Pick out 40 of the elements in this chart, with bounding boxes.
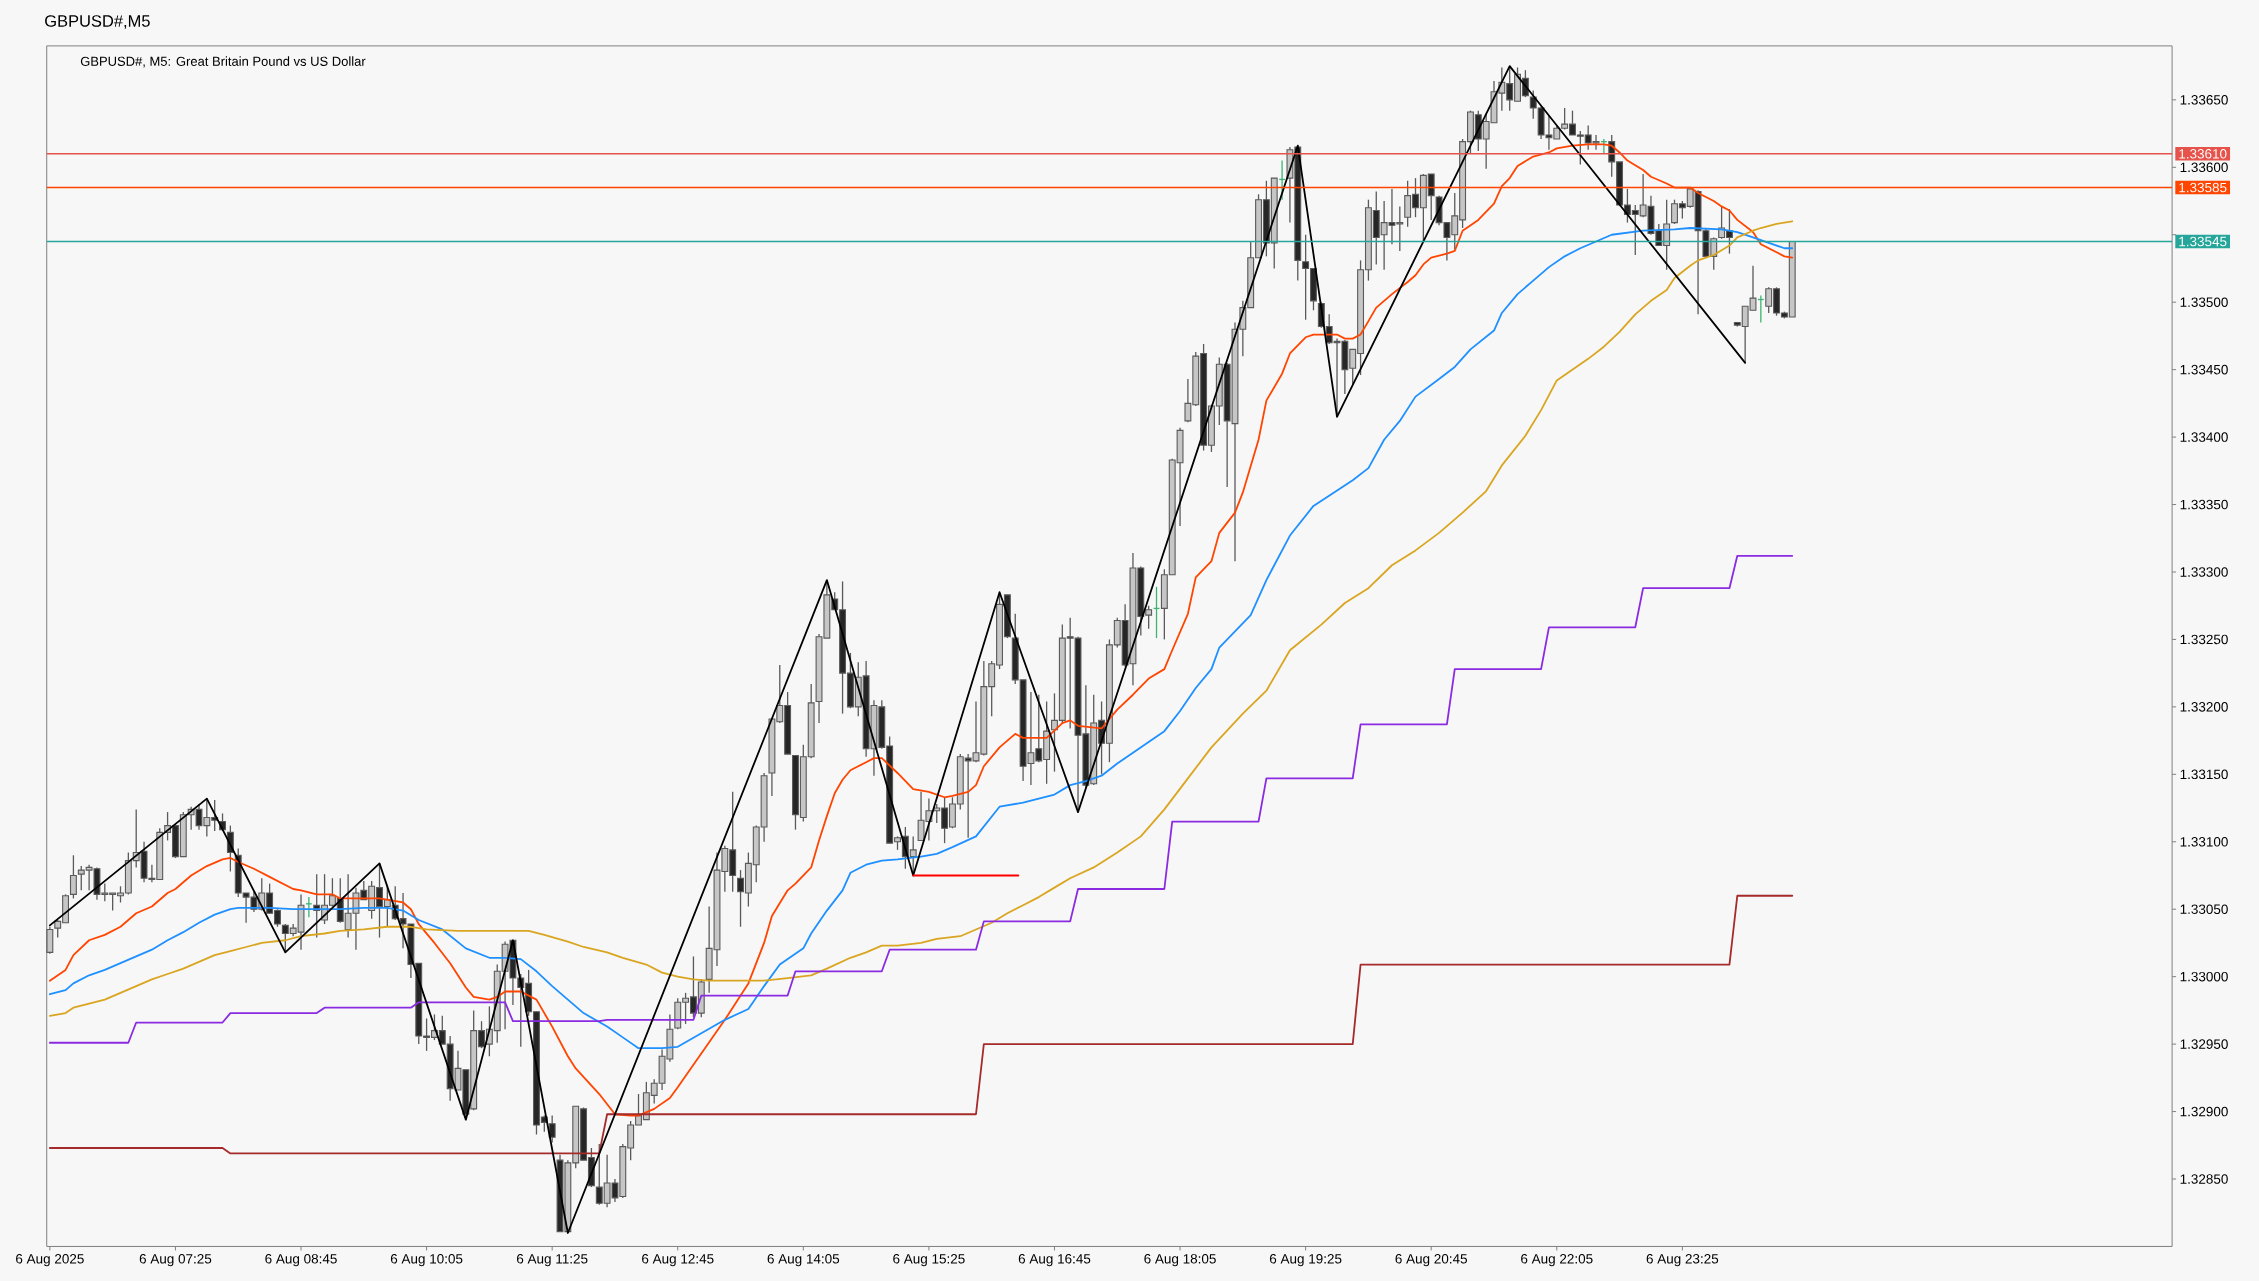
y-tick-label: 1.33650 <box>2180 94 2228 105</box>
y-tick-label: 1.32950 <box>2180 1039 2228 1049</box>
chart-title: GBPUSD#,M5 <box>45 14 150 29</box>
x-tick-label: 6 Aug 18:05 <box>1144 1253 1216 1266</box>
y-tick-label: 1.33100 <box>2180 836 2228 847</box>
y-tick-label: 1.33500 <box>2180 297 2228 307</box>
x-tick-label: 6 Aug 16:45 <box>1018 1253 1091 1266</box>
x-tick-label: 6 Aug 23:25 <box>1646 1253 1719 1266</box>
x-tick-label: 6 Aug 11:25 <box>517 1253 588 1266</box>
candlestick <box>548 1114 556 1144</box>
y-tick-label: 1.33050 <box>2180 904 2228 914</box>
y-tick-label: 1.33400 <box>2180 432 2228 442</box>
y-tick-label: 1.33150 <box>2180 769 2228 779</box>
candlestick <box>69 854 77 899</box>
ref-line-label: 1.33545 <box>2179 236 2227 247</box>
x-tick-label: 6 Aug 10:05 <box>390 1253 463 1266</box>
ref-line-label: 1.33610 <box>2179 148 2227 159</box>
x-tick-label: 6 Aug 19:25 <box>1269 1253 1342 1266</box>
y-tick-label: 1.33200 <box>2180 701 2228 712</box>
y-tick-label: 1.32900 <box>2180 1106 2228 1117</box>
y-tick-label: 1.33450 <box>2180 364 2228 375</box>
x-tick-label: 6 Aug 2025 <box>16 1253 84 1266</box>
y-tick-label: 1.33300 <box>2180 567 2228 577</box>
ref-line-label: 1.33585 <box>2179 182 2227 193</box>
x-tick-label: 6 Aug 20:45 <box>1395 1253 1467 1266</box>
line-series <box>48 894 1794 1155</box>
candlestick <box>46 925 54 955</box>
y-tick-label: 1.33250 <box>2180 634 2228 644</box>
y-tick-label: 1.33600 <box>2180 162 2228 172</box>
x-tick-label: 6 Aug 15:25 <box>893 1253 965 1266</box>
y-tick-label: 1.32850 <box>2180 1174 2228 1184</box>
x-tick-label: 6 Aug 07:25 <box>139 1253 212 1266</box>
x-tick-label: 6 Aug 12:45 <box>642 1253 714 1266</box>
x-tick-label: 6 Aug 08:45 <box>265 1253 337 1266</box>
line-series <box>48 554 1794 1044</box>
y-tick-label: 1.33350 <box>2180 499 2228 510</box>
y-tick-label: 1.33000 <box>2180 971 2228 982</box>
x-tick-label: 6 Aug 14:05 <box>767 1253 840 1266</box>
x-tick-label: 6 Aug 22:05 <box>1521 1253 1593 1266</box>
text: GBPUSD#, M5: Great Britain Pound vs US Dollar <box>80 56 366 68</box>
